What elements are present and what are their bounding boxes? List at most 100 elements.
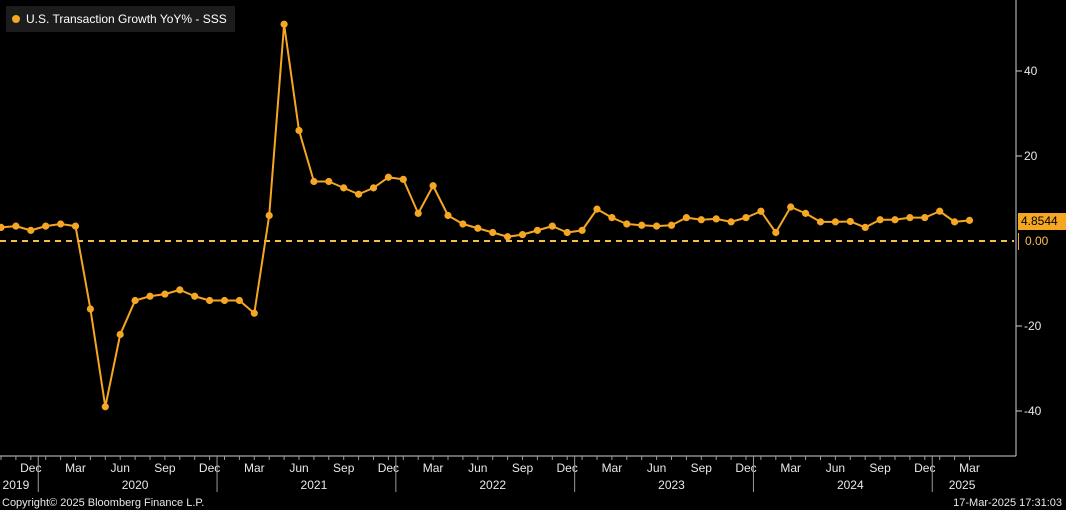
data-point [116,330,124,339]
x-tick-label: Sep [691,461,713,475]
data-point [131,296,139,305]
x-year-label: 2021 [301,478,328,492]
data-point [638,221,646,229]
x-year-label: 2019 [3,478,30,492]
last-value-label: 4.8544 [1018,213,1066,230]
data-point [787,203,795,211]
data-point [742,214,750,222]
data-point [623,220,631,228]
data-point [757,207,765,215]
data-point [653,222,661,230]
data-point [489,228,497,237]
x-tick-label: Mar [244,461,265,475]
x-tick-label: Dec [199,461,220,475]
zero-line-label: 0.00 [1018,233,1066,250]
data-point [429,182,437,190]
data-point [444,211,452,220]
data-point [563,228,571,237]
data-point [101,403,109,411]
data-point [518,231,527,239]
data-point [146,292,154,300]
data-point [921,214,929,222]
series-line [0,23,970,408]
x-year-label: 2020 [122,478,149,492]
x-tick-label: Sep [512,461,534,475]
y-tick-label: -20 [1024,319,1042,333]
x-tick-label: Dec [378,461,399,475]
data-point [310,177,318,186]
legend-marker-icon [12,15,20,23]
copyright-text: Copyright© 2025 Bloomberg Finance L.P. [2,497,205,509]
data-point [384,173,392,181]
x-year-label: 2022 [479,478,506,492]
data-point [816,218,825,226]
x-tick-label: Mar [780,461,801,475]
y-tick-label: -40 [1024,404,1042,418]
data-point [161,290,169,298]
y-tick-label: 20 [1024,149,1038,163]
data-point [474,224,482,232]
data-point [325,177,333,186]
data-point [235,296,243,305]
data-point [369,184,378,192]
data-point [250,309,258,317]
data-point [965,216,974,224]
x-tick-label: Dec [914,461,935,475]
timestamp-text: 17-Mar-2025 17:31:03 [953,497,1062,509]
data-point [727,218,735,226]
x-tick-label: Dec [20,461,41,475]
x-tick-label: Jun [647,461,666,475]
data-point [548,222,556,230]
data-point [861,223,869,231]
x-tick-label: Dec [735,461,756,475]
x-tick-label: Mar [423,461,444,475]
data-point [906,214,914,222]
x-year-label: 2025 [949,478,976,492]
data-point [71,222,80,230]
data-point [504,233,512,241]
data-point [86,305,94,313]
data-point [831,218,840,226]
data-point [0,223,5,231]
data-point [802,209,810,217]
x-tick-label: Mar [959,461,980,475]
data-point [57,220,65,228]
data-point [533,226,542,234]
data-point [891,216,899,224]
data-point [876,216,884,224]
x-tick-label: Jun [826,461,845,475]
y-tick-label: 40 [1024,64,1038,78]
data-point [280,20,288,28]
data-point [459,220,467,228]
data-point [667,221,676,229]
data-point [399,175,407,183]
legend-label: U.S. Transaction Growth YoY% - SSS [26,12,227,26]
data-point [12,222,20,230]
x-tick-label: Sep [333,461,355,475]
data-point [712,215,720,223]
data-point [772,228,780,237]
data-point [340,184,348,192]
data-point [206,296,214,305]
data-point [593,205,601,213]
data-point [191,292,199,300]
data-point [936,207,944,215]
x-tick-label: Mar [602,461,623,475]
x-tick-label: Dec [557,461,578,475]
x-year-label: 2024 [837,478,864,492]
data-point [265,211,273,220]
data-point [220,296,229,305]
x-year-label: 2023 [658,478,685,492]
data-point [697,216,705,224]
x-tick-label: Jun [289,461,308,475]
data-point [846,217,854,226]
x-tick-label: Sep [869,461,891,475]
x-tick-label: Sep [154,461,176,475]
x-tick-label: Jun [468,461,487,475]
data-point [414,209,422,217]
data-point [176,286,184,294]
x-tick-label: Jun [111,461,130,475]
data-point [295,126,303,135]
data-point [578,226,586,234]
